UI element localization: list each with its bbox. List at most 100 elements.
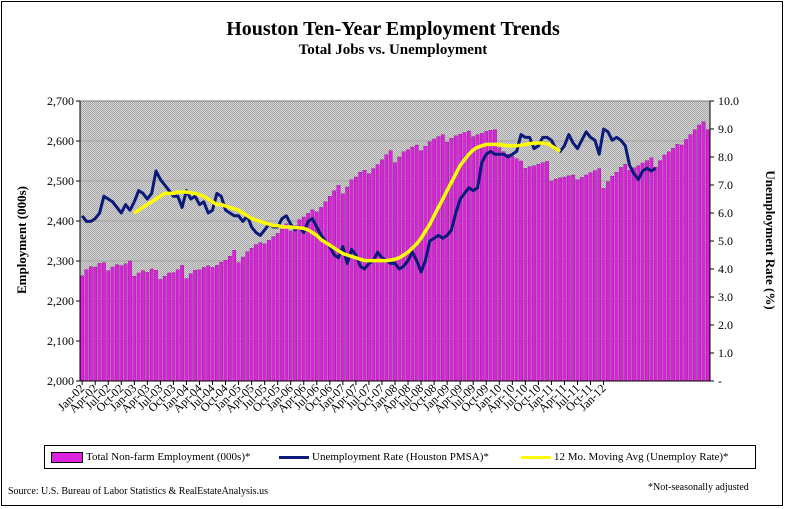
employment-bar: [262, 243, 267, 382]
employment-bar: [388, 150, 393, 382]
employment-bar: [671, 148, 675, 382]
employment-bar: [258, 242, 263, 382]
employment-bar: [514, 158, 519, 382]
employment-bar: [636, 165, 641, 382]
employment-bar: [345, 186, 350, 382]
employment-bar: [393, 162, 397, 382]
employment-bar: [162, 276, 167, 382]
employment-bar: [614, 172, 619, 382]
employment-bar: [97, 263, 102, 382]
employment-bar: [627, 170, 632, 382]
y2-axis-label: Unemployment Rate (%): [763, 170, 778, 309]
employment-bar: [706, 129, 710, 382]
employment-bar: [232, 250, 237, 382]
employment-bar: [106, 270, 111, 382]
employment-bar: [336, 185, 341, 382]
employment-bar: [228, 256, 232, 382]
employment-bar: [593, 170, 597, 382]
employment-bar: [610, 176, 615, 382]
employment-bar: [210, 267, 215, 382]
footnote: *Not-seasonally adjusted: [648, 482, 749, 493]
source-note: Source: U.S. Bureau of Labor Statistics …: [8, 486, 268, 497]
y-tick-label: 2,000: [47, 374, 74, 388]
employment-bar: [553, 178, 558, 382]
employment-bar: [506, 154, 510, 382]
employment-bar: [662, 154, 667, 382]
rate-lines: [81, 127, 657, 274]
y-tick-label: 2,500: [47, 174, 74, 188]
legend-label-employment: Total Non-farm Employment (000s)*: [86, 451, 251, 463]
employment-bar: [597, 168, 602, 382]
employment-bar: [332, 190, 336, 382]
employment-bar: [701, 121, 706, 382]
employment-bar: [571, 174, 575, 382]
employment-bar: [545, 161, 549, 382]
employment-bar: [367, 173, 371, 382]
employment-bar: [223, 260, 228, 382]
employment-bar: [532, 165, 536, 382]
employment-bar: [688, 134, 693, 382]
employment-bar: [562, 176, 567, 382]
employment-bar: [467, 130, 471, 382]
employment-bar: [306, 213, 310, 382]
employment-bar: [341, 193, 345, 382]
employment-bar: [184, 278, 189, 382]
employment-bar: [558, 177, 562, 382]
employment-bar: [675, 144, 680, 382]
employment-bar: [136, 272, 141, 382]
employment-bar: [380, 159, 384, 382]
y-tick-label: 2,600: [47, 134, 74, 148]
employment-bar: [93, 266, 98, 382]
employment-bar: [202, 267, 206, 382]
y-tick-label: 2,400: [47, 214, 74, 228]
legend-item-moving-avg: 12 Mo. Moving Avg (Unemploy Rate)*: [521, 451, 729, 463]
employment-bar: [245, 251, 250, 382]
employment-bar: [149, 268, 154, 382]
moving-average-line: [133, 141, 562, 263]
employment-bar: [501, 151, 506, 382]
employment-bar: [167, 272, 171, 382]
employment-bar: [410, 146, 415, 382]
employment-bar: [445, 142, 449, 382]
employment-bar: [193, 270, 197, 382]
employment-bar: [249, 248, 254, 382]
employment-bar: [449, 138, 454, 382]
chart-title: Houston Ten-Year Employment Trends: [226, 18, 560, 40]
employment-bar: [580, 177, 584, 382]
legend-label-moving-avg: 12 Mo. Moving Avg (Unemploy Rate)*: [554, 451, 729, 463]
y2-tick-label: 10.0: [718, 94, 739, 108]
y-tick-label: 2,300: [47, 254, 74, 268]
y2-tick-label: 8.0: [718, 150, 733, 164]
employment-bar: [527, 166, 532, 382]
employment-bar: [236, 262, 241, 382]
employment-bar: [384, 154, 389, 382]
employment-bar: [132, 276, 137, 382]
employment-bar: [284, 223, 289, 382]
employment-bar: [584, 174, 588, 382]
legend-swatch-bars: [51, 451, 83, 463]
employment-bar: [119, 265, 124, 382]
employment-bar: [462, 132, 467, 382]
y2-tick-label: 6.0: [718, 206, 733, 220]
employment-bar: [80, 275, 84, 382]
y2-tick-label: 2.0: [718, 318, 733, 332]
employment-bar: [171, 272, 176, 382]
employment-bar: [632, 167, 636, 382]
employment-bar: [697, 124, 701, 382]
employment-bar: [488, 130, 493, 382]
y-tick-label: 2,700: [47, 94, 74, 108]
y-axis-label: Employment (000s): [14, 186, 29, 294]
employment-bar: [123, 263, 128, 382]
y2-tick-label: 4.0: [718, 262, 733, 276]
employment-bar: [519, 160, 523, 382]
employment-bar: [436, 136, 441, 382]
employment-bar: [493, 129, 497, 382]
employment-bar: [536, 164, 541, 382]
employment-bar: [649, 157, 654, 382]
y2-tick-label: 3.0: [718, 290, 733, 304]
y2-tick-label: 5.0: [718, 234, 733, 248]
employment-bar: [323, 201, 328, 382]
employment-bar: [115, 264, 119, 382]
employment-bar: [349, 179, 354, 382]
employment-bar: [510, 156, 515, 382]
